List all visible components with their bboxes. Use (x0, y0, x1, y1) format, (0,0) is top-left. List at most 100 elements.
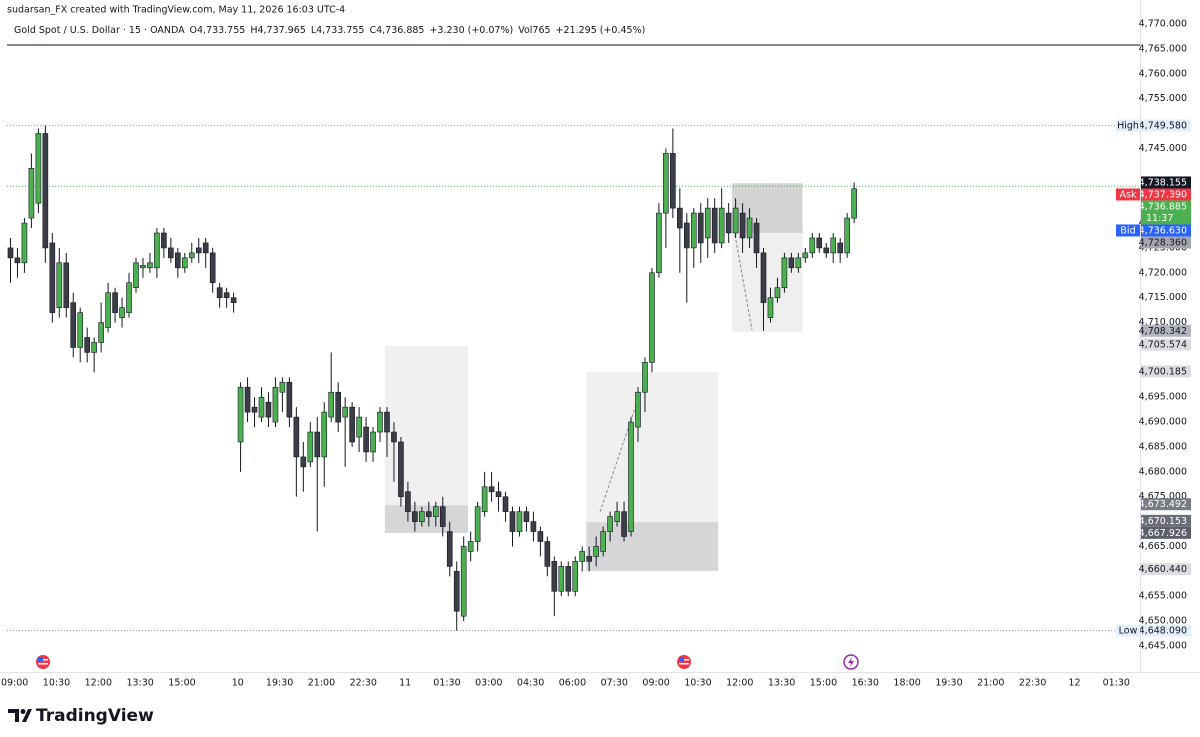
candle-body (579, 551, 586, 562)
y-tick-label: 4,720.000 (1139, 267, 1187, 278)
legend-item: C4,736.885 (369, 25, 424, 36)
candle-body (704, 207, 711, 239)
candle-body (572, 561, 579, 592)
candle-body (244, 386, 251, 413)
candle-body (537, 531, 544, 542)
y-tick-label: 4,715.000 (1139, 292, 1187, 303)
candle-body (656, 212, 662, 274)
price-tag-box (1116, 119, 1140, 132)
candle-body (781, 257, 788, 289)
candle-body (523, 511, 530, 522)
price-label: 4,648.090 (1139, 626, 1187, 637)
candle-body (14, 257, 21, 264)
candle-body (502, 496, 509, 512)
price-label-box (1141, 514, 1191, 527)
candle-body (293, 416, 300, 458)
candle-body (384, 411, 390, 433)
y-tick-label: 4,675.000 (1139, 491, 1187, 502)
candle-body (565, 566, 572, 592)
price-label-box (1141, 200, 1191, 225)
x-tick-label: 12:00 (726, 678, 753, 689)
y-tick-label: 4,685.000 (1139, 441, 1187, 452)
x-tick-label: 22:30 (1019, 678, 1046, 689)
candle-body (356, 416, 362, 438)
x-tick-label: 09:00 (642, 678, 669, 689)
candle-body (739, 212, 746, 239)
candle-body (460, 546, 467, 617)
legend-item: Vol765 (518, 25, 550, 36)
price-label-box (1141, 365, 1191, 378)
candle-body (446, 531, 453, 567)
price-label-box (1141, 563, 1191, 576)
x-tick-label: 10:30 (43, 678, 70, 689)
candle-body (181, 257, 188, 269)
candle-body (614, 511, 620, 522)
candle-body (188, 252, 195, 259)
price-label: 4,736.885 (1139, 201, 1187, 212)
y-tick-label: 4,655.000 (1139, 591, 1187, 602)
candle-body (77, 312, 84, 348)
brand-logo (8, 709, 32, 722)
price-tag-box (1116, 624, 1140, 637)
y-tick-label: 4,770.000 (1139, 19, 1187, 30)
candle-body (439, 506, 446, 527)
x-tick-label: 01:30 (1103, 678, 1130, 689)
brand: TradingView (36, 706, 154, 726)
legend-item: L4,733.755 (311, 25, 365, 36)
candle-body (300, 456, 307, 468)
candle-body (251, 406, 258, 413)
candle-body (711, 207, 718, 244)
candle-body (175, 252, 181, 269)
candle-body (600, 531, 606, 552)
price-label-box (1141, 119, 1191, 132)
candle-body (649, 272, 655, 363)
candle-body (209, 252, 216, 284)
price-label: 4,749.580 (1139, 121, 1187, 132)
x-tick-label: 21:00 (977, 678, 1004, 689)
candle-body (426, 511, 432, 517)
price-label-box (1141, 176, 1191, 189)
candle-body (635, 391, 641, 428)
candle-body (391, 431, 397, 443)
candle-body (419, 511, 425, 522)
candle-body (42, 133, 49, 249)
x-tick-label: 13:30 (768, 678, 795, 689)
price-label-box (1141, 188, 1191, 201)
legend-item: +21.295 (+0.45%) (556, 25, 646, 36)
candle-body (593, 546, 599, 557)
zone (586, 522, 719, 571)
price-label-box (1141, 224, 1191, 237)
candle-body (558, 566, 565, 592)
x-tick-label: 10 (232, 678, 244, 689)
candle-body (677, 207, 683, 229)
drawn-arrow (734, 234, 753, 331)
x-tick-label: 22:30 (350, 678, 377, 689)
x-tick-label: 06:00 (559, 678, 586, 689)
candle-body (663, 153, 669, 214)
candle-body (530, 521, 537, 532)
candle-body (70, 302, 77, 348)
candle-body (91, 342, 97, 353)
candle-body (84, 337, 90, 353)
candle-body (795, 257, 802, 269)
zone (384, 345, 468, 534)
candle-body (28, 168, 35, 219)
candle-body (467, 541, 474, 552)
candle-body (405, 491, 411, 512)
candle-body (412, 511, 418, 522)
candle-body (621, 511, 627, 537)
legend: Gold Spot / U.S. Dollar · 15 · OANDA O4,7… (14, 25, 645, 36)
candle-body (377, 411, 383, 433)
candle-body (349, 406, 355, 443)
x-tick-label: 19:30 (266, 678, 293, 689)
candle-body (495, 491, 502, 498)
candle-body (202, 242, 209, 254)
y-tick-label: 4,745.000 (1139, 143, 1187, 154)
candle-body (432, 506, 439, 517)
legend-item: +3.230 (+0.07%) (429, 25, 513, 36)
price-tag-box (1116, 224, 1140, 237)
price-tag: Bid (1120, 225, 1135, 236)
event-icon (677, 655, 691, 669)
candle-body (314, 431, 321, 458)
